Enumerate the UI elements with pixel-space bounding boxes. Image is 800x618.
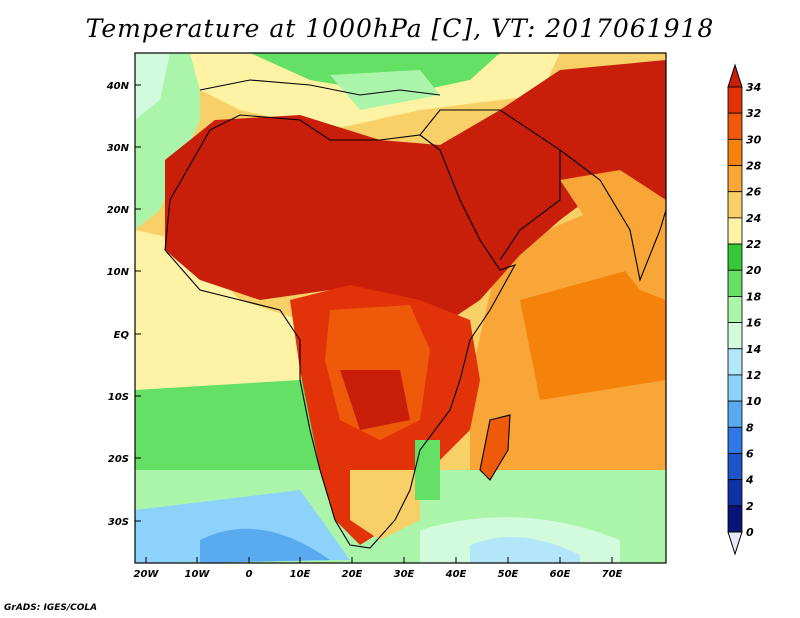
lon-label: 50E bbox=[498, 569, 519, 580]
colorbar-label: 32 bbox=[746, 107, 762, 120]
temperature-field bbox=[135, 53, 666, 563]
lon-axis: 20W 10W 0 10E 20E 30E 40E 50E 60E 70E bbox=[134, 557, 623, 580]
lat-axis: 40N 30N 20N 10N EQ 10S 20S 30S bbox=[106, 81, 141, 528]
map-frame bbox=[134, 52, 667, 564]
colorbar-segment bbox=[727, 243, 743, 271]
colorbar-segment bbox=[727, 296, 743, 323]
colorbar-segment bbox=[727, 426, 743, 454]
lon-label: 70E bbox=[602, 569, 623, 580]
lat-label: 10S bbox=[108, 392, 129, 403]
lon-label: 20E bbox=[342, 569, 363, 580]
lon-label: 10W bbox=[185, 569, 211, 580]
colorbar-label: 12 bbox=[746, 369, 762, 382]
colorbar-segment bbox=[727, 86, 743, 114]
colorbar-segment bbox=[727, 505, 743, 533]
lat-label: 20N bbox=[107, 205, 130, 216]
colorbar-segment bbox=[727, 374, 743, 402]
colorbar-label: 8 bbox=[746, 421, 754, 434]
colorbar-label: 18 bbox=[746, 290, 762, 303]
colorbar-label: 34 bbox=[746, 81, 761, 94]
colorbar-segment bbox=[727, 191, 743, 219]
lat-label: 30N bbox=[107, 143, 130, 154]
coastlines bbox=[164, 79, 666, 549]
colorbar-segment bbox=[727, 348, 743, 376]
colorbar-label: 28 bbox=[746, 160, 762, 173]
credit-text: GrADS: IGES/COLA bbox=[4, 603, 98, 613]
colorbar-top-arrow bbox=[727, 63, 743, 88]
colorbar-label: 20 bbox=[746, 264, 762, 277]
colorbar-segment bbox=[727, 269, 743, 297]
lat-label: 40N bbox=[106, 81, 130, 92]
lon-label: 0 bbox=[246, 569, 253, 580]
lon-label: 40E bbox=[445, 569, 467, 580]
lat-label: 30S bbox=[108, 517, 129, 528]
colorbar-label: 0 bbox=[746, 526, 754, 539]
colorbar-segment bbox=[727, 479, 743, 507]
colorbar-label: 16 bbox=[746, 317, 762, 330]
colorbar-segment bbox=[727, 112, 743, 140]
colorbar-label: 2 bbox=[746, 500, 754, 513]
map-title: Temperature at 1000hPa [C], VT: 20170619… bbox=[85, 14, 715, 43]
colorbar-label: 14 bbox=[746, 343, 761, 356]
colorbar-label: 26 bbox=[746, 186, 762, 199]
lon-label: 10E bbox=[290, 569, 311, 580]
colorbar-segment bbox=[727, 400, 743, 428]
lat-label: 20S bbox=[108, 454, 129, 465]
colorbar-label: 24 bbox=[746, 212, 761, 225]
colorbar-segment bbox=[727, 165, 743, 193]
colorbar-segment bbox=[727, 217, 743, 245]
colorbar-segment bbox=[727, 453, 743, 481]
lon-label: 20W bbox=[134, 569, 160, 580]
lon-label: 60E bbox=[550, 569, 571, 580]
colorbar-segment bbox=[727, 322, 743, 350]
colorbar-label: 6 bbox=[746, 447, 754, 460]
colorbar-label: 22 bbox=[746, 238, 762, 251]
colorbar-bottom-arrow bbox=[727, 531, 743, 556]
colorbar-label: 10 bbox=[746, 395, 762, 408]
colorbar-label: 4 bbox=[745, 474, 754, 487]
lat-label: 10N bbox=[107, 267, 130, 278]
colorbar-segment bbox=[727, 138, 743, 166]
lat-label: EQ bbox=[114, 330, 130, 341]
lon-label: 30E bbox=[394, 569, 415, 580]
colorbar-label: 30 bbox=[746, 133, 762, 146]
